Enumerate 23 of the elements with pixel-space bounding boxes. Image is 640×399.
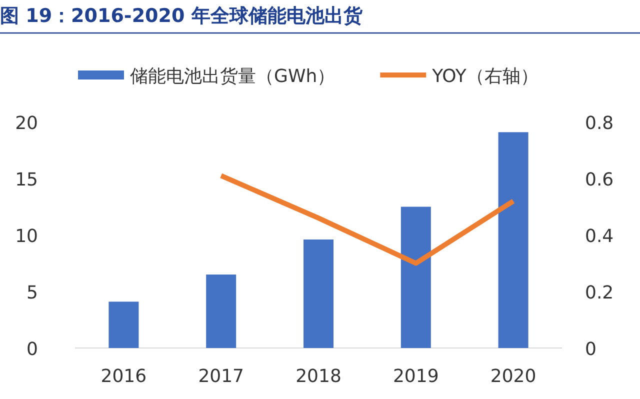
x-tick-label: 2018 (296, 366, 342, 387)
bar (498, 132, 528, 348)
bar (400, 206, 431, 348)
bar (206, 274, 236, 348)
x-tick-label: 2019 (392, 366, 439, 387)
y2-tick-label: 0.6 (585, 170, 614, 190)
y-tick-label: 10 (15, 226, 38, 247)
bar (108, 302, 139, 348)
y-tick-label: 5 (26, 282, 38, 304)
legend-label: 储能电池出货量（GWh） (130, 66, 336, 87)
x-tick-label: 2016 (100, 366, 147, 387)
chart-title: 图 19：2016-2020 年全球储能电池出货 (0, 5, 364, 27)
y-tick-label: 20 (15, 113, 38, 134)
y-tick-label: 15 (15, 170, 38, 190)
y2-tick-label: 0.8 (585, 113, 614, 134)
y2-tick-label: 0.2 (585, 282, 614, 304)
y2-tick-label: 0.4 (585, 226, 614, 247)
legend-label: YOY（右轴） (431, 66, 538, 87)
x-tick-label: 2017 (198, 366, 244, 387)
y2-tick-label: 0 (585, 339, 596, 360)
y-tick-label: 0 (26, 339, 38, 360)
bar (304, 240, 334, 348)
x-tick-label: 2020 (490, 366, 536, 387)
